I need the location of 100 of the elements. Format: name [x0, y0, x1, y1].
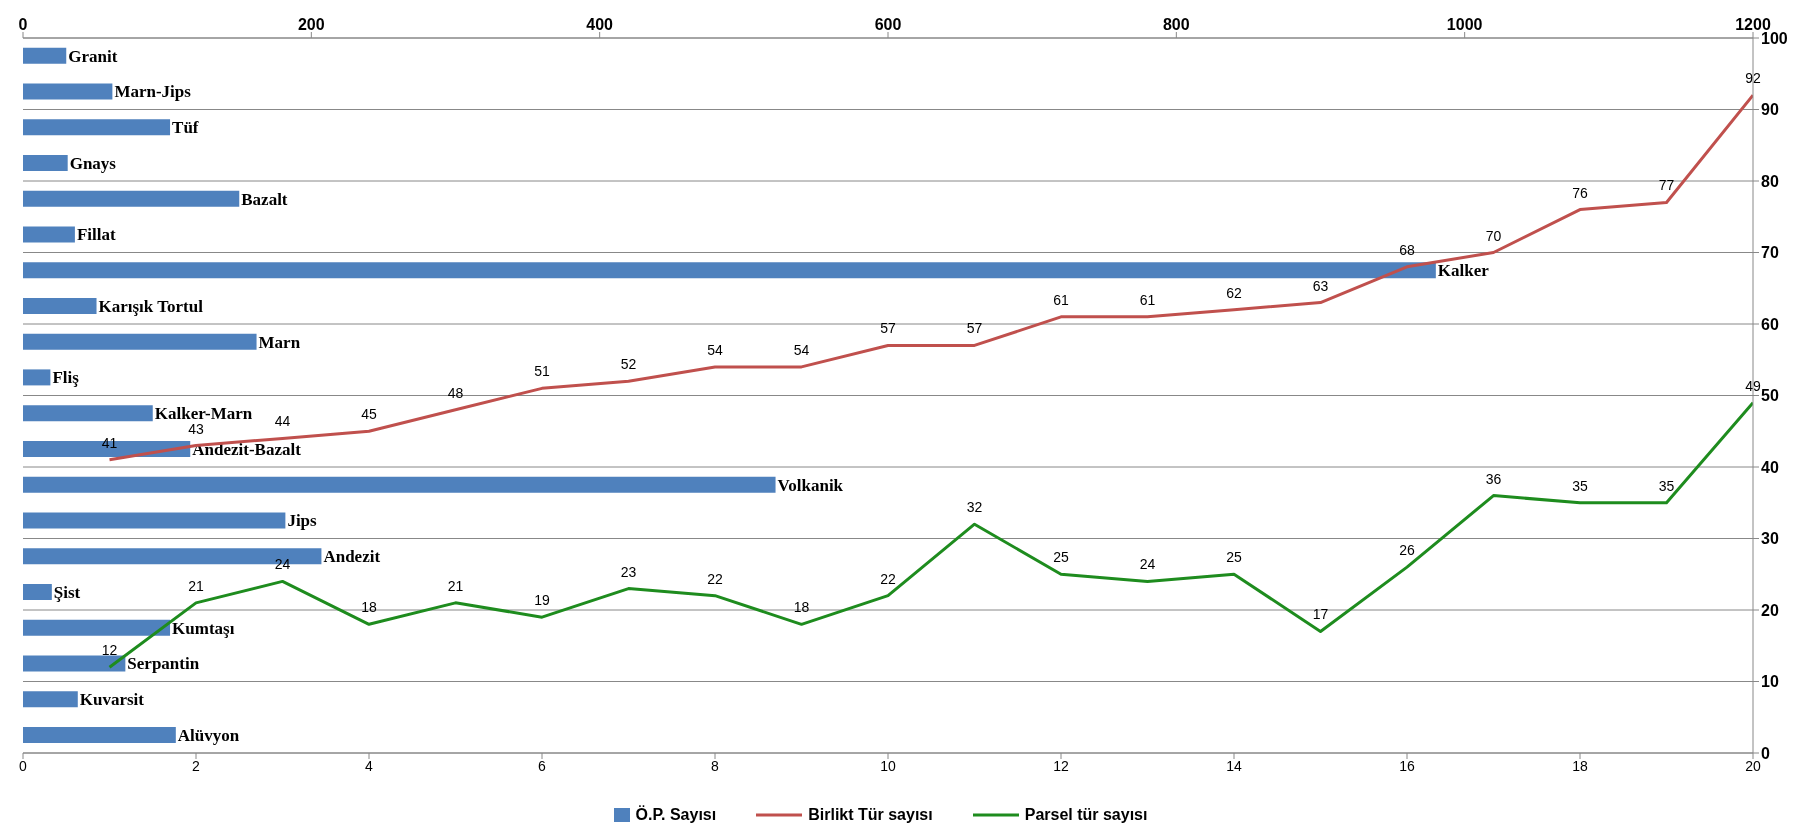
x-tick-label: 10 — [880, 757, 896, 774]
y-tick-label: Karışık Tortul — [98, 296, 204, 316]
data-label: 35 — [1658, 477, 1675, 494]
x-tick-label: 200 — [297, 16, 325, 33]
data-label: 23 — [620, 563, 637, 580]
data-label: 18 — [361, 599, 377, 616]
y-tick-label: 30 — [1761, 530, 1779, 548]
y-tick-label: Marn-Jips — [114, 82, 192, 102]
x-tick-label: 4 — [365, 757, 374, 774]
x-tick-label: 8 — [711, 757, 720, 774]
y-tick-label: Tüf — [172, 118, 199, 138]
y-tick-label: Şist — [53, 582, 81, 602]
y-tick-label: Volkanik — [777, 475, 844, 495]
bar — [23, 119, 171, 136]
data-label: 25 — [1053, 549, 1069, 566]
data-label: 61 — [1053, 291, 1069, 308]
bar — [23, 369, 51, 386]
x-tick-label: 800 — [1162, 16, 1190, 33]
y-tick-label: Jips — [287, 511, 318, 531]
x-tick-label: 14 — [1226, 757, 1242, 774]
y-tick-label: 90 — [1761, 101, 1779, 119]
y-tick-label: 50 — [1761, 387, 1779, 405]
data-label: 36 — [1485, 470, 1502, 487]
y-tick-label: Marn — [258, 332, 301, 352]
y-tick-label: Kumtaşı — [172, 618, 235, 638]
bar — [23, 190, 240, 207]
y-tick-label: Bazalt — [241, 189, 288, 209]
data-label: 24 — [1139, 556, 1156, 573]
bar — [23, 583, 52, 600]
y-tick-label: Fillat — [76, 225, 116, 245]
data-label: 32 — [966, 499, 983, 516]
bar — [23, 476, 776, 493]
data-label: 57 — [880, 320, 896, 337]
bar — [23, 333, 257, 350]
data-label: 19 — [534, 592, 550, 609]
data-label: 21 — [447, 577, 464, 594]
y-tick-label: Andezit-Bazalt — [192, 439, 302, 459]
x-tick-label: 600 — [874, 16, 902, 33]
y-tick-label: 20 — [1761, 601, 1779, 619]
data-label: 44 — [274, 413, 291, 430]
data-label: 92 — [1745, 70, 1761, 87]
x-tick-label: 0 — [18, 16, 28, 33]
data-label: 48 — [447, 384, 464, 401]
data-label: 22 — [880, 570, 896, 587]
data-label: 68 — [1399, 241, 1415, 258]
legend-label: Birlikt Tür sayısı — [808, 806, 933, 824]
y-tick-label: Alüvyon — [177, 725, 240, 745]
bar — [23, 691, 78, 708]
bar — [23, 655, 126, 672]
bar — [23, 512, 286, 529]
data-label: 76 — [1572, 184, 1588, 201]
bar — [23, 262, 1436, 279]
data-label: 77 — [1658, 177, 1675, 194]
bar — [23, 726, 176, 743]
x-tick-label: 18 — [1572, 757, 1588, 774]
y-tick-label: Kalker — [1437, 261, 1490, 281]
y-tick-label: Andezit — [323, 547, 381, 567]
data-label: 63 — [1312, 277, 1329, 294]
data-label: 25 — [1226, 549, 1242, 566]
bar — [23, 154, 68, 171]
bar — [23, 619, 171, 636]
y-tick-label: 70 — [1761, 244, 1779, 262]
x-tick-label: 6 — [538, 757, 547, 774]
legend-label: Parsel tür sayısı — [1024, 806, 1148, 824]
data-label: 57 — [966, 320, 983, 337]
bar — [23, 83, 113, 100]
legend-label: Ö.P. Sayısı — [635, 806, 717, 824]
data-label: 52 — [620, 356, 637, 373]
x-tick-label: 400 — [586, 16, 614, 33]
y-tick-label: Serpantin — [127, 654, 200, 674]
y-tick-label: Gnays — [69, 153, 117, 173]
data-label: 35 — [1572, 477, 1588, 494]
bar — [23, 47, 67, 64]
data-label: 54 — [707, 341, 723, 358]
data-label: 26 — [1399, 542, 1415, 559]
y-tick-label: 10 — [1761, 673, 1779, 691]
y-tick-label: 40 — [1761, 458, 1779, 476]
data-label: 17 — [1312, 606, 1329, 623]
x-tick-label: 20 — [1745, 757, 1761, 774]
data-label: 70 — [1485, 227, 1502, 244]
y-tick-label: Fliş — [52, 368, 80, 388]
data-label: 51 — [534, 363, 550, 380]
y-tick-label: 60 — [1761, 315, 1779, 333]
data-label: 21 — [188, 577, 204, 594]
bar — [23, 297, 97, 314]
data-label: 45 — [361, 406, 377, 423]
bar — [23, 440, 191, 457]
x-tick-label: 2 — [192, 757, 201, 774]
y-tick-label: 0 — [1761, 744, 1770, 762]
x-tick-label: 12 — [1053, 757, 1069, 774]
data-label: 61 — [1139, 291, 1156, 308]
y-tick-label: Granit — [68, 46, 118, 66]
y-tick-label: Kuvarsit — [79, 690, 145, 710]
bar — [23, 405, 153, 422]
x-tick-label: 1000 — [1446, 16, 1483, 33]
data-label: 12 — [101, 642, 118, 659]
y-tick-label: 80 — [1761, 172, 1779, 190]
x-tick-label: 16 — [1399, 757, 1415, 774]
data-label: 54 — [793, 341, 810, 358]
x-tick-label: 0 — [19, 757, 28, 774]
